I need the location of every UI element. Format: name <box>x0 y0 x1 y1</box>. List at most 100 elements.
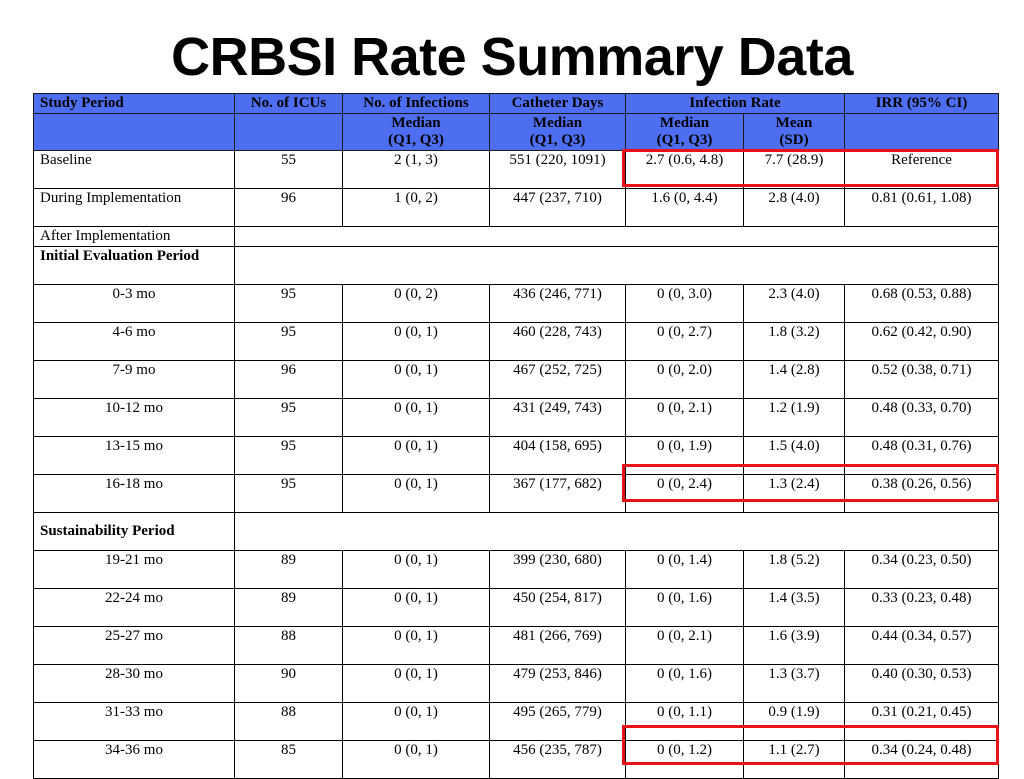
cell-catheter-days: 447 (237, 710) <box>489 188 626 227</box>
cell-catheter-days: 551 (220, 1091) <box>489 150 626 189</box>
cell-rate-mean: 7.7 (28.9) <box>742 150 846 189</box>
cell-rate-mean: 2.8 (4.0) <box>742 188 846 227</box>
cell-rate-median: 0 (0, 2.1) <box>625 398 744 437</box>
cell-catheter-days: 436 (246, 771) <box>489 284 626 323</box>
cell-irr: 0.62 (0.42, 0.90) <box>844 322 1000 361</box>
cell-irr: 0.34 (0.23, 0.50) <box>844 550 1000 589</box>
table-row: 34-36 mo 85 0 (0, 1) 456 (235, 787) 0 (0… <box>33 740 1000 779</box>
cell-period: 4-6 mo <box>33 322 235 361</box>
cell-rate-median: 0 (0, 1.1) <box>625 702 744 741</box>
header-study-period: Study Period <box>33 93 235 114</box>
cell-icus: 95 <box>234 284 343 323</box>
header-icus: No. of ICUs <box>234 93 343 114</box>
cell-rate-mean: 2.3 (4.0) <box>742 284 846 323</box>
cell-rate-median: 0 (0, 1.9) <box>625 436 744 475</box>
section-spacer <box>233 512 1000 551</box>
cell-period: 13-15 mo <box>33 436 235 475</box>
cell-icus: 95 <box>234 436 343 475</box>
cell-rate-mean: 1.2 (1.9) <box>742 398 846 437</box>
cell-rate-median: 0 (0, 2.4) <box>625 474 744 513</box>
header-catheter-days: Catheter Days <box>489 93 626 114</box>
table-row: 25-27 mo 88 0 (0, 1) 481 (266, 769) 0 (0… <box>33 626 1000 665</box>
cell-period: 0-3 mo <box>33 284 235 323</box>
section-spacer <box>233 226 1000 247</box>
header-row: Study Period No. of ICUs No. of Infectio… <box>33 93 1000 114</box>
cell-catheter-days: 450 (254, 817) <box>489 588 626 627</box>
cell-rate-median: 0 (0, 1.6) <box>625 664 744 703</box>
cell-catheter-days: 456 (235, 787) <box>489 740 626 779</box>
cell-infections: 0 (0, 1) <box>342 588 490 627</box>
cell-catheter-days: 404 (158, 695) <box>489 436 626 475</box>
cell-infections: 0 (0, 1) <box>342 360 490 399</box>
cell-rate-median: 0 (0, 3.0) <box>625 284 744 323</box>
table-row: 13-15 mo 95 0 (0, 1) 404 (158, 695) 0 (0… <box>33 436 1000 475</box>
cell-icus: 85 <box>234 740 343 779</box>
cell-irr: 0.52 (0.38, 0.71) <box>844 360 1000 399</box>
slide-title: CRBSI Rate Summary Data <box>171 27 853 87</box>
cell-icus: 95 <box>234 474 343 513</box>
cell-period: 34-36 mo <box>33 740 235 779</box>
subheader-catheter: Median (Q1, Q3) <box>489 113 626 151</box>
table-row: 7-9 mo 96 0 (0, 1) 467 (252, 725) 0 (0, … <box>33 360 1000 399</box>
cell-rate-median: 0 (0, 1.6) <box>625 588 744 627</box>
cell-catheter-days: 399 (230, 680) <box>489 550 626 589</box>
cell-rate-median: 2.7 (0.6, 4.8) <box>625 150 744 189</box>
cell-rate-mean: 1.8 (5.2) <box>742 550 846 589</box>
cell-irr: 0.48 (0.33, 0.70) <box>844 398 1000 437</box>
subheader-rate-mean: Mean (SD) <box>742 113 846 151</box>
cell-rate-median: 0 (0, 1.2) <box>625 740 744 779</box>
subheader-rate-median: Median (Q1, Q3) <box>625 113 744 151</box>
subheader-label: (SD) <box>779 132 809 148</box>
cell-irr: 0.34 (0.24, 0.48) <box>844 740 1000 779</box>
header-infections: No. of Infections <box>342 93 490 114</box>
cell-infections: 0 (0, 1) <box>342 322 490 361</box>
crbsi-summary-table: Study Period No. of ICUs No. of Infectio… <box>33 93 1000 779</box>
cell-catheter-days: 460 (228, 743) <box>489 322 626 361</box>
cell-rate-mean: 1.4 (2.8) <box>742 360 846 399</box>
cell-rate-mean: 1.1 (2.7) <box>742 740 846 779</box>
cell-icus: 96 <box>234 188 343 227</box>
section-spacer <box>233 246 1000 285</box>
table-row: Baseline 55 2 (1, 3) 551 (220, 1091) 2.7… <box>33 150 1000 189</box>
cell-irr: Reference <box>844 150 1000 189</box>
cell-period: 7-9 mo <box>33 360 235 399</box>
section-row: Sustainability Period <box>33 512 1000 551</box>
cell-irr: 0.68 (0.53, 0.88) <box>844 284 1000 323</box>
table-row: 10-12 mo 95 0 (0, 1) 431 (249, 743) 0 (0… <box>33 398 1000 437</box>
cell-rate-mean: 1.8 (3.2) <box>742 322 846 361</box>
section-label-sustainability: Sustainability Period <box>33 512 235 551</box>
cell-rate-mean: 1.5 (4.0) <box>742 436 846 475</box>
cell-catheter-days: 367 (177, 682) <box>489 474 626 513</box>
cell-infections: 2 (1, 3) <box>342 150 490 189</box>
cell-infections: 0 (0, 1) <box>342 740 490 779</box>
cell-icus: 89 <box>234 588 343 627</box>
cell-period: 16-18 mo <box>33 474 235 513</box>
subheader-empty <box>844 113 1000 151</box>
section-label-after: After Implementation <box>33 226 235 247</box>
cell-rate-mean: 1.3 (3.7) <box>742 664 846 703</box>
cell-period: During Implementation <box>33 188 235 227</box>
section-label-initial: Initial Evaluation Period <box>33 246 235 285</box>
subheader-empty <box>234 113 343 151</box>
table-row: 28-30 mo 90 0 (0, 1) 479 (253, 846) 0 (0… <box>33 664 1000 703</box>
cell-rate-mean: 0.9 (1.9) <box>742 702 846 741</box>
cell-infections: 0 (0, 1) <box>342 398 490 437</box>
cell-catheter-days: 495 (265, 779) <box>489 702 626 741</box>
cell-irr: 0.81 (0.61, 1.08) <box>844 188 1000 227</box>
table-row: 16-18 mo 95 0 (0, 1) 367 (177, 682) 0 (0… <box>33 474 1000 513</box>
cell-irr: 0.48 (0.31, 0.76) <box>844 436 1000 475</box>
table-row: 4-6 mo 95 0 (0, 1) 460 (228, 743) 0 (0, … <box>33 322 1000 361</box>
section-row: Initial Evaluation Period <box>33 246 1000 285</box>
cell-infections: 0 (0, 1) <box>342 626 490 665</box>
table-row: 31-33 mo 88 0 (0, 1) 495 (265, 779) 0 (0… <box>33 702 1000 741</box>
cell-infections: 0 (0, 2) <box>342 284 490 323</box>
table-row: 22-24 mo 89 0 (0, 1) 450 (254, 817) 0 (0… <box>33 588 1000 627</box>
cell-rate-median: 0 (0, 2.7) <box>625 322 744 361</box>
cell-period: 28-30 mo <box>33 664 235 703</box>
cell-infections: 0 (0, 1) <box>342 702 490 741</box>
cell-catheter-days: 431 (249, 743) <box>489 398 626 437</box>
cell-icus: 88 <box>234 626 343 665</box>
cell-irr: 0.44 (0.34, 0.57) <box>844 626 1000 665</box>
cell-period: 10-12 mo <box>33 398 235 437</box>
cell-catheter-days: 467 (252, 725) <box>489 360 626 399</box>
